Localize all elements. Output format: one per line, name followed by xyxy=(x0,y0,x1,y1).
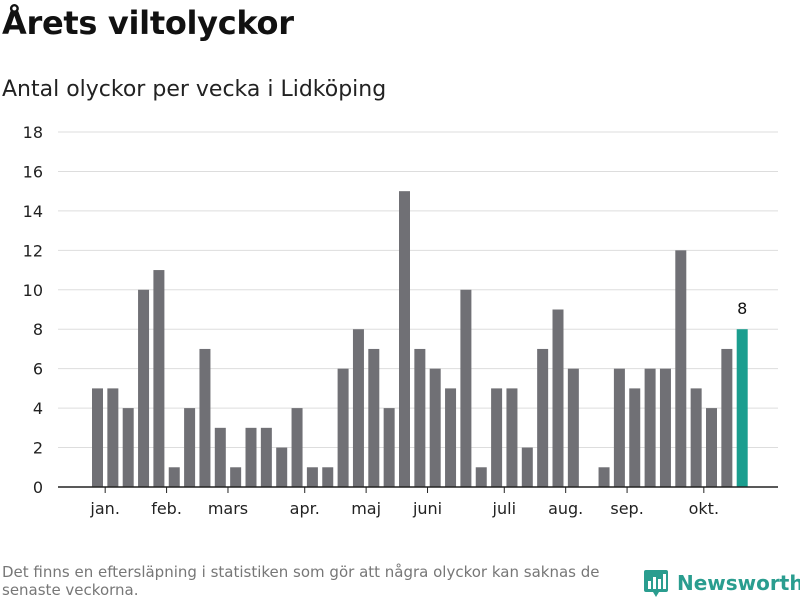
bar xyxy=(506,388,518,487)
bar xyxy=(122,408,134,487)
bar-highlight xyxy=(736,329,748,487)
bar xyxy=(153,270,165,487)
bar xyxy=(659,368,671,487)
bar xyxy=(291,408,303,487)
bar xyxy=(690,388,702,487)
x-tick-label: sep. xyxy=(610,499,643,518)
bar xyxy=(260,427,272,487)
x-tick-label: okt. xyxy=(689,499,719,518)
brand-name: Newsworthy xyxy=(677,571,800,595)
bar xyxy=(337,368,349,487)
chart-subtitle: Antal olyckor per vecka i Lidköping xyxy=(2,77,387,102)
newsworthy-logo-icon xyxy=(644,570,668,597)
bar xyxy=(245,427,257,487)
bar xyxy=(598,467,610,487)
bar xyxy=(521,447,533,487)
bar xyxy=(92,388,103,487)
chart-title: Årets viltolyckor xyxy=(2,4,294,42)
bar xyxy=(644,368,656,487)
y-tick-label: 12 xyxy=(23,241,43,260)
x-tick-label: aug. xyxy=(548,499,583,518)
y-tick-label: 14 xyxy=(23,202,43,221)
y-tick-label: 8 xyxy=(33,320,43,339)
x-tick-label: feb. xyxy=(151,499,182,518)
y-tick-label: 0 xyxy=(33,478,43,497)
bar xyxy=(368,348,380,487)
bar xyxy=(322,467,334,487)
x-tick-label: jan. xyxy=(89,499,119,518)
bar xyxy=(414,348,426,487)
bar xyxy=(706,408,717,487)
bar xyxy=(138,289,150,487)
x-tick-label: maj xyxy=(351,499,381,518)
bar xyxy=(721,348,733,487)
bar xyxy=(168,467,180,487)
x-tick-label: juni xyxy=(412,499,442,518)
y-tick-label: 6 xyxy=(33,360,43,379)
x-tick-label: apr. xyxy=(290,499,320,518)
bar xyxy=(613,368,625,487)
y-tick-label: 4 xyxy=(33,399,43,418)
bar xyxy=(306,467,318,487)
bar xyxy=(214,427,226,487)
bar xyxy=(184,408,196,487)
bar xyxy=(429,368,441,487)
y-tick-label: 10 xyxy=(23,281,43,300)
x-tick-label: mars xyxy=(208,499,248,518)
bar xyxy=(537,348,549,487)
bar xyxy=(552,309,564,487)
bar xyxy=(475,467,487,487)
bar xyxy=(107,388,119,487)
bar xyxy=(460,289,472,487)
bar-chart: 0 2 4 6 8 10 12 14 16 18 8 jan. feb. mars apr. maj juni j… xyxy=(23,123,778,518)
bar xyxy=(230,467,242,487)
bar xyxy=(567,368,579,487)
bar xyxy=(276,447,288,487)
bar xyxy=(491,388,503,487)
bar xyxy=(199,348,211,487)
data-label: 8 xyxy=(737,299,747,318)
footnote: Det finns en eftersläpning i statistiken… xyxy=(2,563,600,599)
bar xyxy=(675,250,687,487)
bar xyxy=(629,388,641,487)
bar xyxy=(383,408,395,487)
y-tick-label: 18 xyxy=(23,123,43,142)
bar xyxy=(445,388,457,487)
bar xyxy=(399,191,410,487)
y-tick-label: 2 xyxy=(33,439,43,458)
y-tick-label: 16 xyxy=(23,162,43,181)
brand-logo: Newsworthy xyxy=(643,568,800,598)
bar xyxy=(352,329,364,487)
x-tick-label: juli xyxy=(492,499,516,518)
